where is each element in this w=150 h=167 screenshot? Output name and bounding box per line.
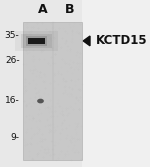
Text: KCTD15: KCTD15: [96, 34, 148, 47]
Bar: [15, 31, 58, 51]
Polygon shape: [83, 36, 90, 46]
Text: 9-: 9-: [11, 133, 20, 142]
Text: 35-: 35-: [5, 31, 20, 40]
Text: 26-: 26-: [5, 56, 20, 65]
Text: 16-: 16-: [5, 96, 20, 105]
Text: A: A: [38, 3, 48, 16]
Bar: [26, 36, 47, 46]
Bar: [28, 38, 45, 44]
Ellipse shape: [37, 99, 44, 103]
Bar: [21, 34, 52, 48]
Text: B: B: [65, 3, 75, 16]
Bar: [82, 0, 150, 167]
Bar: [23, 22, 82, 160]
